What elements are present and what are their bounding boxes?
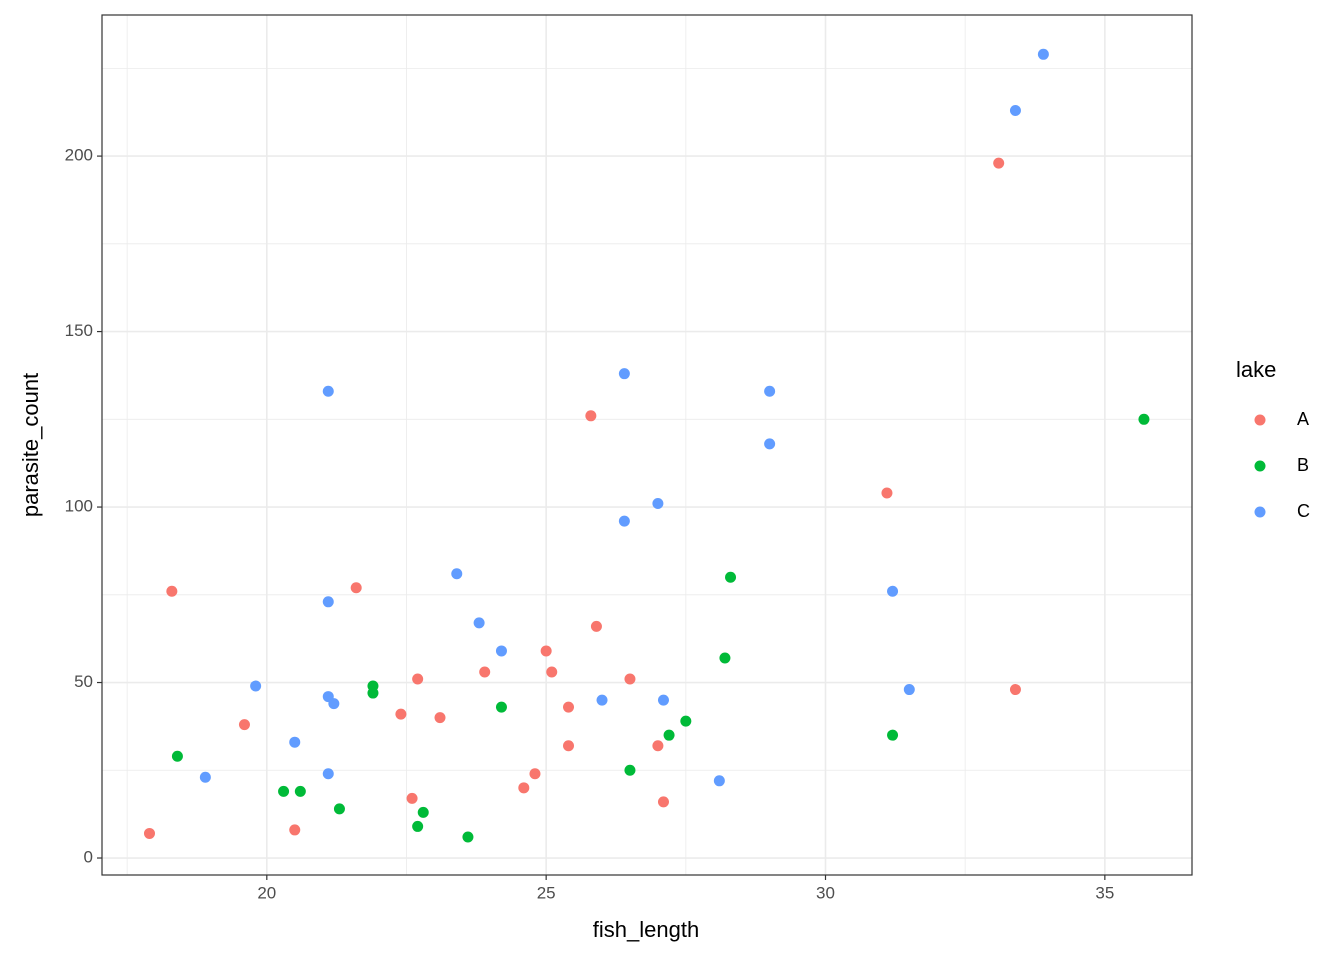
point: [289, 824, 301, 836]
point: [367, 687, 379, 699]
x-axis-title: fish_length: [593, 917, 699, 942]
point: [652, 498, 664, 510]
x-tick-label: 30: [816, 883, 835, 902]
point: [406, 792, 418, 804]
point: [328, 698, 340, 710]
point: [434, 712, 446, 724]
point: [171, 750, 183, 762]
point: [563, 701, 575, 713]
point: [333, 803, 345, 815]
legend-key: [1254, 460, 1266, 472]
point: [294, 785, 306, 797]
legend-label: C: [1297, 501, 1310, 521]
y-axis-title: parasite_count: [18, 373, 43, 517]
point: [624, 764, 636, 776]
point: [495, 645, 507, 657]
panel-border: [101, 14, 1193, 876]
point: [618, 515, 630, 527]
point: [1009, 104, 1021, 116]
point: [412, 673, 424, 685]
point: [719, 652, 731, 664]
point: [322, 596, 334, 608]
x-tick-label: 25: [537, 883, 556, 902]
point: [680, 715, 692, 727]
point: [993, 157, 1005, 169]
point: [596, 694, 608, 706]
point: [1009, 684, 1021, 696]
point: [518, 782, 530, 794]
point: [250, 680, 262, 692]
panel: [102, 15, 1192, 875]
point: [887, 729, 899, 741]
point: [657, 694, 669, 706]
legend-label: B: [1297, 455, 1309, 475]
point: [479, 666, 491, 678]
point: [412, 820, 424, 832]
y-tick-label: 100: [65, 497, 93, 516]
point: [881, 487, 893, 499]
point: [166, 585, 178, 597]
point: [618, 368, 630, 380]
point: [764, 438, 776, 450]
point: [278, 785, 290, 797]
y-tick-label: 200: [65, 146, 93, 165]
point: [725, 571, 737, 583]
y-tick-label: 0: [84, 847, 93, 866]
point: [590, 620, 602, 632]
point: [903, 684, 915, 696]
point: [451, 568, 463, 580]
point: [473, 617, 485, 629]
point: [350, 582, 362, 594]
legend-key: [1254, 414, 1266, 426]
point: [495, 701, 507, 713]
point: [238, 719, 250, 731]
point: [540, 645, 552, 657]
point: [417, 806, 429, 818]
point: [199, 771, 211, 783]
point: [652, 740, 664, 752]
point: [887, 585, 899, 597]
point: [143, 827, 155, 839]
y-tick-label: 50: [74, 672, 93, 691]
point: [624, 673, 636, 685]
point: [322, 768, 334, 780]
point: [546, 666, 558, 678]
point: [764, 385, 776, 397]
y-tick-label: 150: [65, 321, 93, 340]
point: [585, 410, 597, 422]
point: [529, 768, 541, 780]
point: [289, 736, 301, 748]
legend-key: [1254, 506, 1266, 518]
point: [462, 831, 474, 843]
legend-title: lake: [1236, 357, 1276, 382]
point: [322, 385, 334, 397]
point: [657, 796, 669, 808]
x-tick-label: 20: [257, 883, 276, 902]
legend-label: A: [1297, 409, 1309, 429]
point: [1138, 413, 1150, 425]
x-tick-label: 35: [1095, 883, 1114, 902]
point: [1037, 48, 1049, 60]
point: [663, 729, 675, 741]
point: [395, 708, 407, 720]
point: [713, 775, 725, 787]
point: [563, 740, 575, 752]
